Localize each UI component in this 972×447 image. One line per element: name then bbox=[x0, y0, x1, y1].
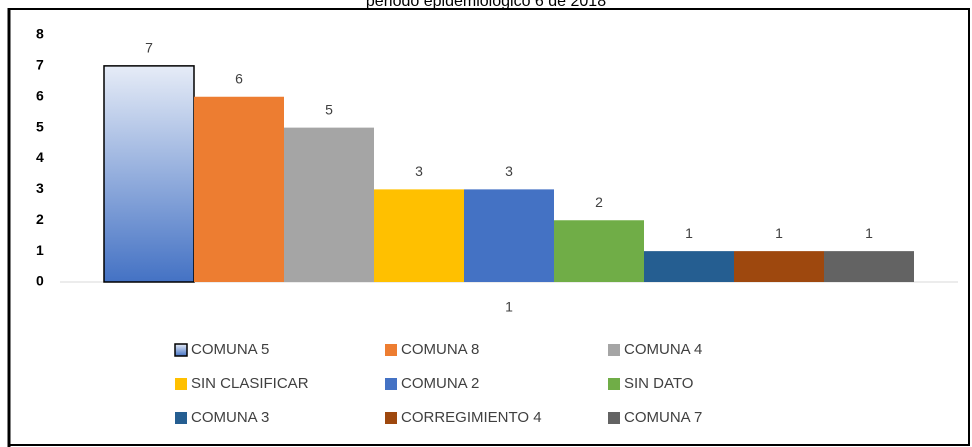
value-label: 1 bbox=[685, 225, 693, 241]
y-tick-label: 4 bbox=[36, 149, 44, 165]
legend-label: SIN DATO bbox=[624, 375, 693, 392]
legend-swatch bbox=[385, 378, 397, 390]
y-tick-label: 1 bbox=[36, 242, 44, 258]
legend-label: COMUNA 7 bbox=[624, 409, 702, 426]
bar bbox=[464, 189, 554, 282]
y-tick-label: 7 bbox=[36, 57, 44, 73]
legend-label: COMUNA 5 bbox=[191, 341, 269, 358]
value-label: 7 bbox=[145, 40, 153, 56]
y-tick-label: 3 bbox=[36, 180, 44, 196]
value-label: 5 bbox=[325, 101, 333, 117]
value-label: 1 bbox=[865, 225, 873, 241]
bar bbox=[824, 251, 914, 282]
chart-title: periodo epidemiológico 6 de 2018 bbox=[366, 0, 606, 10]
bar bbox=[374, 189, 464, 282]
bar bbox=[284, 127, 374, 282]
x-tick-label: 1 bbox=[505, 299, 513, 315]
legend-label: SIN CLASIFICAR bbox=[191, 375, 309, 392]
legend-label: COMUNA 8 bbox=[401, 341, 479, 358]
legend-swatch bbox=[175, 378, 187, 390]
legend-label: COMUNA 4 bbox=[624, 341, 702, 358]
value-label: 6 bbox=[235, 70, 243, 86]
legend-swatch bbox=[385, 412, 397, 424]
bar bbox=[644, 251, 734, 282]
value-label: 1 bbox=[775, 225, 783, 241]
legend-label: COMUNA 3 bbox=[191, 409, 269, 426]
y-tick-label: 5 bbox=[36, 118, 44, 134]
legend-label: CORREGIMIENTO 4 bbox=[401, 409, 542, 426]
y-tick-label: 0 bbox=[36, 273, 44, 289]
legend-swatch bbox=[608, 344, 620, 356]
value-label: 3 bbox=[415, 163, 423, 179]
legend-swatch bbox=[385, 344, 397, 356]
legend-label: COMUNA 2 bbox=[401, 375, 479, 392]
y-tick-label: 6 bbox=[36, 87, 44, 103]
y-tick-label: 2 bbox=[36, 211, 44, 227]
bar bbox=[103, 65, 195, 283]
y-tick-label: 8 bbox=[36, 26, 44, 42]
legend-swatch bbox=[608, 412, 620, 424]
bar bbox=[734, 251, 824, 282]
legend-swatch bbox=[174, 343, 188, 357]
bar bbox=[194, 96, 284, 282]
value-label: 2 bbox=[595, 194, 603, 210]
legend-swatch bbox=[175, 412, 187, 424]
value-label: 3 bbox=[505, 163, 513, 179]
legend-swatch bbox=[608, 378, 620, 390]
bar bbox=[554, 220, 644, 282]
